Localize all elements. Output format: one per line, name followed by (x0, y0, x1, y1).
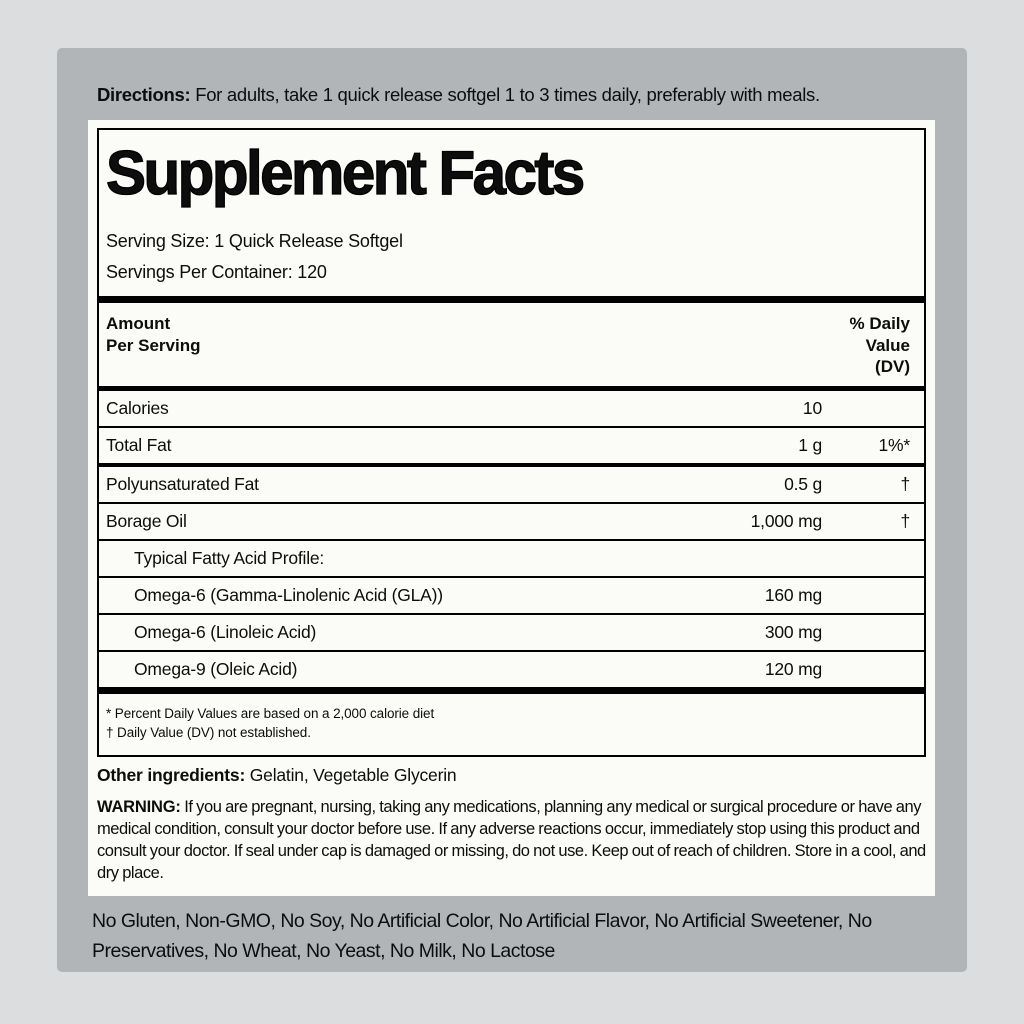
other-ingredients-text: Gelatin, Vegetable Glycerin (249, 764, 457, 785)
row-amount: 120 mg (764, 658, 822, 679)
footnotes: * Percent Daily Values are based on a 2,… (99, 694, 924, 745)
daily-value-header: % Daily Value (DV) (850, 313, 910, 378)
header-dv-3: (DV) (875, 357, 910, 376)
warning-paragraph: WARNING: If you are pregnant, nursing, t… (97, 796, 926, 884)
table-row-omega6-linoleic: Omega-6 (Linoleic Acid) 300 mg (99, 615, 924, 650)
row-amount: 1 g (798, 434, 822, 455)
row-amount: 1,000 mg (750, 510, 823, 531)
row-separator (99, 501, 924, 504)
warning-text: If you are pregnant, nursing, taking any… (97, 797, 926, 882)
row-name: Calories (106, 397, 169, 418)
row-separator (99, 575, 924, 578)
header-dv-1: % Daily (849, 314, 910, 333)
other-ingredients-line: Other ingredients: Gelatin, Vegetable Gl… (97, 765, 926, 786)
table-row-calories: Calories 10 (99, 391, 924, 426)
header-dv-2: Value (865, 335, 910, 355)
table-row-omega6-gla: Omega-6 (Gamma-Linolenic Acid (GLA)) 160… (99, 578, 924, 613)
row-dv: 1%* (878, 434, 910, 455)
row-separator (99, 649, 924, 652)
row-amount: 0.5 g (784, 473, 822, 494)
row-name: Omega-6 (Gamma-Linolenic Acid (GLA)) (134, 584, 443, 605)
table-row-borage-oil: Borage Oil 1,000 mg † (99, 504, 924, 539)
table-row-fatty-acid-profile: Typical Fatty Acid Profile: (99, 541, 924, 576)
row-name: Borage Oil (106, 510, 187, 531)
thick-rule-under-header (99, 385, 924, 391)
other-ingredients-label: Other ingredients: (97, 764, 246, 785)
row-separator (99, 538, 924, 541)
row-separator (99, 425, 924, 428)
row-dv: † (900, 473, 910, 494)
row-name: Polyunsaturated Fat (106, 473, 259, 494)
row-name: Omega-9 (Oleic Acid) (134, 658, 298, 679)
header-per-serving: Per Serving (106, 335, 201, 355)
table-row-total-fat: Total Fat 1 g 1%* (99, 428, 924, 463)
thick-rule-bottom (99, 686, 924, 694)
row-name: Omega-6 (Linoleic Acid) (134, 621, 317, 642)
table-row-omega9-oleic: Omega-9 (Oleic Acid) 120 mg (99, 652, 924, 687)
supplement-facts-box: Supplement Facts Serving Size: 1 Quick R… (97, 128, 926, 757)
directions-text: For adults, take 1 quick release softgel… (195, 84, 820, 105)
row-amount: 10 (802, 397, 822, 418)
directions-line: Directions: For adults, take 1 quick rel… (57, 48, 967, 106)
table-row-polyunsaturated-fat: Polyunsaturated Fat 0.5 g † (99, 467, 924, 502)
thick-rule-top (99, 296, 924, 303)
warning-label: WARNING: (97, 797, 181, 816)
table-header-row: Amount Per Serving % Daily Value (DV) (99, 303, 924, 386)
header-amount: Amount (106, 314, 171, 333)
claims-text: No Gluten, Non-GMO, No Soy, No Artificia… (92, 909, 872, 962)
row-dv: † (900, 510, 910, 531)
footnote-dv-not-established: † Daily Value (DV) not established. (106, 725, 311, 740)
supplement-facts-title: Supplement Facts (105, 137, 586, 208)
row-name: Total Fat (106, 434, 172, 455)
row-separator-medium (99, 462, 924, 467)
footnote-daily-values: * Percent Daily Values are based on a 2,… (106, 705, 435, 721)
row-amount: 300 mg (764, 621, 822, 642)
serving-size: Serving Size: 1 Quick Release Softgel (106, 231, 403, 251)
label-white-panel: Supplement Facts Serving Size: 1 Quick R… (88, 120, 935, 896)
servings-per-container: Servings Per Container: 120 (106, 262, 327, 282)
label-panel: Directions: For adults, take 1 quick rel… (57, 48, 967, 972)
row-amount: 160 mg (764, 584, 822, 605)
row-separator (99, 612, 924, 615)
row-name: Typical Fatty Acid Profile: (134, 547, 325, 568)
directions-label: Directions: (97, 84, 191, 105)
amount-per-serving-header: Amount Per Serving (106, 313, 201, 378)
